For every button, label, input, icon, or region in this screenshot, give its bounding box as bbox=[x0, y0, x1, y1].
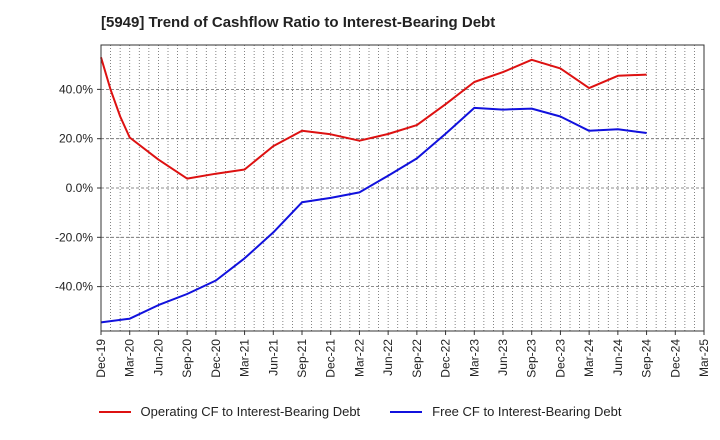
x-tick-label: Jun-22 bbox=[381, 339, 395, 376]
y-tick-label: 20.0% bbox=[59, 132, 93, 146]
legend-swatch-free-cf bbox=[390, 410, 423, 413]
x-tick-label: Mar-24 bbox=[582, 339, 596, 377]
x-tick-label: Sep-21 bbox=[295, 339, 309, 378]
legend-swatch-operating-cf bbox=[98, 410, 131, 413]
x-tick-label: Dec-24 bbox=[668, 339, 682, 378]
x-tick-label: Dec-21 bbox=[324, 339, 338, 378]
x-tick-label: Sep-24 bbox=[640, 339, 654, 378]
x-tick-label: Dec-19 bbox=[94, 339, 108, 378]
x-tick-label: Jun-23 bbox=[496, 339, 510, 376]
x-tick-label: Dec-23 bbox=[553, 339, 567, 378]
x-tick-label: Mar-25 bbox=[697, 339, 711, 377]
plot-frame bbox=[100, 44, 705, 332]
x-tick-label: Mar-21 bbox=[238, 339, 252, 377]
x-tick-label: Jun-24 bbox=[611, 339, 625, 376]
x-tick-label: Mar-20 bbox=[123, 339, 137, 377]
legend-item-free-cf: Free CF to Interest-Bearing Debt bbox=[390, 404, 621, 419]
x-tick-label: Jun-20 bbox=[151, 339, 165, 376]
y-tick-label: -20.0% bbox=[55, 230, 93, 244]
legend: Operating CF to Interest-Bearing Debt Fr… bbox=[0, 404, 720, 419]
x-tick-label: Sep-23 bbox=[525, 339, 539, 378]
y-tick-label: -40.0% bbox=[55, 280, 93, 294]
legend-label-operating-cf: Operating CF to Interest-Bearing Debt bbox=[140, 404, 361, 419]
x-tick-label: Dec-22 bbox=[439, 339, 453, 378]
x-tick-label: Mar-22 bbox=[352, 339, 366, 377]
x-tick-label: Sep-22 bbox=[410, 339, 424, 378]
legend-item-operating-cf: Operating CF to Interest-Bearing Debt bbox=[98, 404, 361, 419]
y-tick-label: 40.0% bbox=[59, 82, 93, 96]
chart-title: [5949] Trend of Cashflow Ratio to Intere… bbox=[101, 14, 496, 31]
x-tick-label: Sep-20 bbox=[180, 339, 194, 378]
series-line-operating-cf bbox=[100, 57, 647, 180]
x-tick-label: Jun-21 bbox=[266, 339, 280, 376]
series-line-free-cf bbox=[100, 106, 647, 324]
x-tick-label: Mar-23 bbox=[467, 339, 481, 377]
y-tick-label: 0.0% bbox=[66, 181, 94, 195]
legend-label-free-cf: Free CF to Interest-Bearing Debt bbox=[432, 404, 622, 419]
x-tick-label: Dec-20 bbox=[209, 339, 223, 378]
